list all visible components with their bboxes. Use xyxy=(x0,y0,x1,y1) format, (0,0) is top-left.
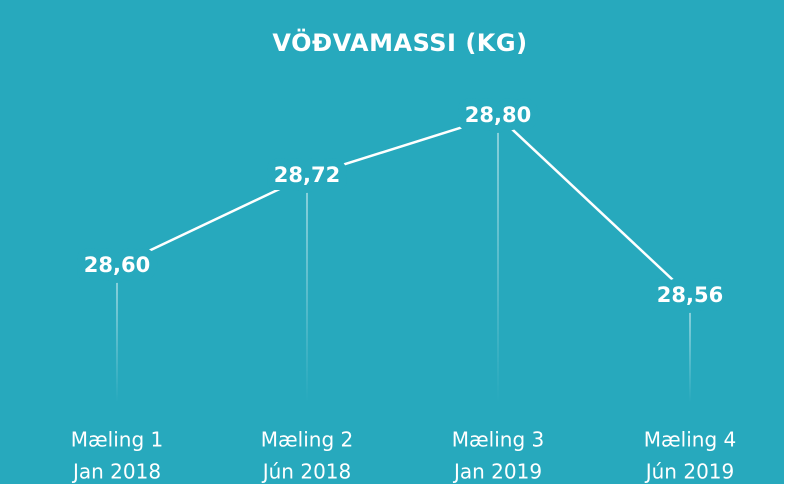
line xyxy=(116,114,691,297)
x-tick-label: Jún 2018 xyxy=(261,460,352,484)
data-label: 28,60 xyxy=(84,253,150,277)
data-label: 28,72 xyxy=(274,163,340,187)
x-tick-label: Jan 2019 xyxy=(452,460,542,484)
x-tick-label: Mæling 2 xyxy=(261,428,353,452)
drop-line xyxy=(497,132,499,402)
drop-line xyxy=(116,282,118,402)
drop-line xyxy=(689,312,691,402)
drop-line xyxy=(306,192,308,402)
x-tick-label: Mæling 4 xyxy=(644,428,736,452)
x-tick-label: Mæling 3 xyxy=(452,428,544,452)
x-tick-label: Mæling 1 xyxy=(71,428,163,452)
x-tick-label: Jan 2018 xyxy=(71,460,161,484)
x-tick-label: Jún 2019 xyxy=(644,460,735,484)
data-label: 28,80 xyxy=(465,103,531,127)
chart-title: VÖÐVAMASSI (KG) xyxy=(272,27,527,57)
data-label: 28,56 xyxy=(657,283,723,307)
